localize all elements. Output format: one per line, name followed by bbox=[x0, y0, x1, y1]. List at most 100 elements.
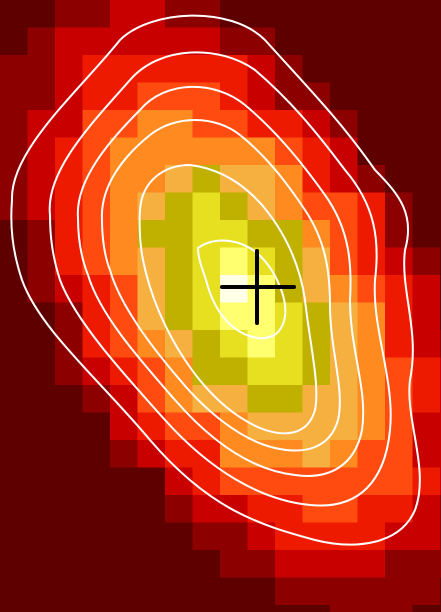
heatmap-pixel bbox=[137, 440, 166, 469]
heatmap-pixel bbox=[275, 605, 304, 612]
heatmap-pixel bbox=[275, 27, 304, 56]
heatmap-pixel bbox=[357, 357, 386, 386]
heatmap-pixel bbox=[0, 357, 29, 386]
heatmap-pixel bbox=[220, 495, 249, 524]
heatmap-pixel bbox=[0, 577, 29, 606]
heatmap-pixel bbox=[247, 27, 276, 56]
heatmap-pixel bbox=[357, 302, 386, 331]
heatmap-pixel bbox=[165, 27, 194, 56]
heatmap-pixel bbox=[412, 605, 441, 612]
heatmap-pixel bbox=[247, 330, 276, 359]
heatmap-pixel bbox=[137, 577, 166, 606]
heatmap-pixel bbox=[357, 440, 386, 469]
heatmap-pixel bbox=[330, 412, 359, 441]
heatmap-pixel bbox=[330, 495, 359, 524]
heatmap-pixel bbox=[165, 137, 194, 166]
heatmap-pixel bbox=[412, 0, 441, 29]
heatmap-pixel bbox=[165, 247, 194, 276]
heatmap-pixel bbox=[330, 0, 359, 29]
heatmap-pixel bbox=[302, 605, 331, 612]
heatmap-pixel bbox=[247, 577, 276, 606]
heatmap-pixel bbox=[275, 577, 304, 606]
heatmap-pixel bbox=[110, 110, 139, 139]
heatmap-pixel bbox=[82, 412, 111, 441]
heatmap-pixel bbox=[302, 550, 331, 579]
heatmap-pixel bbox=[385, 495, 414, 524]
heatmap-pixel bbox=[357, 495, 386, 524]
heatmap-pixel bbox=[302, 27, 331, 56]
heatmap-pixel bbox=[27, 110, 56, 139]
heatmap-pixel bbox=[55, 467, 84, 496]
heatmap-pixel bbox=[330, 82, 359, 111]
heatmap-pixel bbox=[27, 385, 56, 414]
contour-3 bbox=[76, 85, 365, 477]
contour-2 bbox=[48, 51, 392, 507]
heatmap-pixel bbox=[247, 385, 276, 414]
heatmap-pixel bbox=[165, 577, 194, 606]
heatmap-pixel bbox=[220, 220, 249, 249]
heatmap-pixel bbox=[412, 522, 441, 551]
heatmap-pixel bbox=[55, 577, 84, 606]
heatmap-pixel bbox=[385, 357, 414, 386]
heatmap-pixel bbox=[330, 550, 359, 579]
heatmap-pixel bbox=[165, 220, 194, 249]
heatmap-pixel bbox=[412, 302, 441, 331]
heatmap-pixel bbox=[55, 110, 84, 139]
contour-4 bbox=[100, 119, 341, 452]
heatmap-pixel bbox=[220, 357, 249, 386]
heatmap-pixel bbox=[0, 27, 29, 56]
heatmap-pixel bbox=[137, 495, 166, 524]
heatmap-pixel bbox=[302, 412, 331, 441]
heatmap-pixel bbox=[0, 0, 29, 29]
heatmap-pixel bbox=[357, 247, 386, 276]
heatmap-pixel bbox=[55, 165, 84, 194]
heatmap-pixel bbox=[55, 440, 84, 469]
heatmap-pixel bbox=[275, 357, 304, 386]
heatmap-pixel bbox=[165, 550, 194, 579]
heatmap-pixel bbox=[220, 302, 249, 331]
heatmap-pixel bbox=[137, 82, 166, 111]
heatmap-pixel bbox=[302, 440, 331, 469]
heatmap-pixel bbox=[385, 82, 414, 111]
heatmap-pixel bbox=[82, 220, 111, 249]
heatmap-pixel bbox=[412, 412, 441, 441]
heatmap-pixel bbox=[110, 330, 139, 359]
heatmap-pixel bbox=[137, 165, 166, 194]
heatmap-pixel bbox=[220, 247, 249, 276]
heatmap-pixel bbox=[0, 275, 29, 304]
heatmap-pixel bbox=[412, 165, 441, 194]
heatmap-pixel bbox=[82, 0, 111, 29]
heatmap-pixel bbox=[275, 522, 304, 551]
heatmap-pixel bbox=[27, 495, 56, 524]
heatmap-pixel bbox=[110, 467, 139, 496]
heatmap-pixel bbox=[330, 467, 359, 496]
heatmap-pixel bbox=[0, 137, 29, 166]
heatmap-pixel bbox=[302, 0, 331, 29]
heatmap-pixel bbox=[385, 440, 414, 469]
heatmap-pixel bbox=[192, 330, 221, 359]
heatmap-pixel bbox=[275, 330, 304, 359]
heatmap-pixel bbox=[412, 137, 441, 166]
heatmap-pixel bbox=[247, 82, 276, 111]
contour-5 bbox=[138, 163, 318, 435]
heatmap-pixel bbox=[192, 522, 221, 551]
heatmap-pixel bbox=[302, 467, 331, 496]
heatmap-pixel bbox=[220, 27, 249, 56]
contour-1 bbox=[10, 14, 421, 546]
heatmap-pixel bbox=[192, 577, 221, 606]
heatmap-pixel bbox=[82, 467, 111, 496]
heatmap-pixel bbox=[137, 522, 166, 551]
heatmap-pixel bbox=[27, 137, 56, 166]
heatmap-pixel bbox=[412, 467, 441, 496]
heatmap-pixel bbox=[247, 110, 276, 139]
heatmap-pixel bbox=[385, 577, 414, 606]
heatmap-pixel bbox=[192, 247, 221, 276]
heatmap-pixel bbox=[220, 110, 249, 139]
heatmap-pixel bbox=[165, 302, 194, 331]
heatmap-pixel bbox=[357, 605, 386, 612]
heatmap-pixel bbox=[385, 192, 414, 221]
heatmap-pixel bbox=[137, 385, 166, 414]
heatmap-pixel bbox=[192, 440, 221, 469]
heatmap-pixel bbox=[192, 605, 221, 612]
heatmap-pixel bbox=[27, 330, 56, 359]
